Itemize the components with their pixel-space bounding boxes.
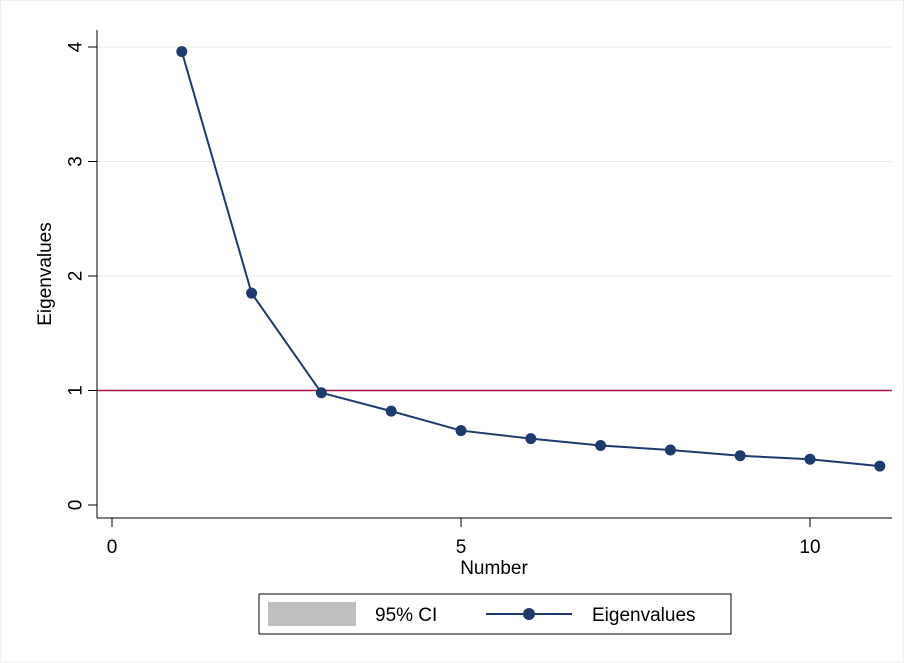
y-ticks: 0 1 2 3 4	[66, 41, 97, 511]
legend-label-ci: 95% CI	[375, 605, 437, 626]
x-tick-label: 5	[456, 537, 467, 558]
x-axis-title: Number	[460, 558, 528, 579]
data-point	[595, 439, 607, 451]
y-tick-label: 0	[66, 500, 87, 511]
plot-area	[97, 30, 892, 518]
data-point	[734, 450, 746, 462]
x-tick-label: 10	[799, 537, 820, 558]
data-point	[385, 405, 397, 417]
x-tick-label: 0	[107, 537, 118, 558]
data-point	[315, 387, 327, 399]
legend-swatch-eigenvalues-marker	[523, 608, 535, 620]
y-tick-label: 3	[66, 156, 87, 167]
y-tick-label: 2	[66, 271, 87, 282]
data-point	[455, 425, 467, 437]
data-point	[804, 453, 816, 465]
legend-swatch-ci	[268, 602, 356, 626]
data-point	[525, 433, 537, 445]
y-axis-title: Eigenvalues	[35, 222, 56, 326]
data-point	[664, 444, 676, 456]
legend: 95% CI Eigenvalues	[258, 593, 732, 635]
data-point	[246, 287, 258, 299]
y-tick-label: 1	[66, 385, 87, 396]
data-point	[176, 46, 188, 58]
legend-label-eigenvalues: Eigenvalues	[592, 605, 696, 626]
data-point	[874, 460, 886, 472]
y-tick-label: 4	[66, 41, 87, 52]
series-layer	[176, 46, 886, 472]
x-ticks: 0 5 10	[107, 518, 821, 558]
